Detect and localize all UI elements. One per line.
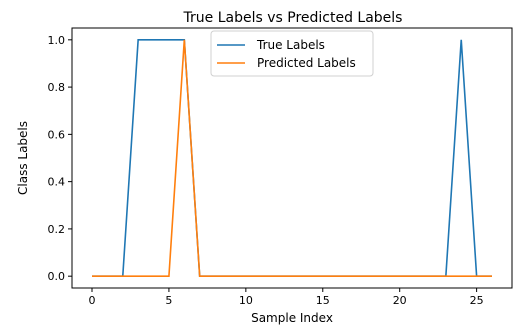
x-tick-label: 25 [470, 294, 484, 307]
y-tick-label: 0.2 [48, 223, 66, 236]
legend-label-predicted-labels: Predicted Labels [257, 56, 356, 70]
legend: True Labels Predicted Labels [210, 30, 374, 77]
series-lines [92, 39, 492, 277]
y-tick-label: 1.0 [48, 34, 66, 47]
x-tick-label: 10 [239, 294, 253, 307]
chart-title: True Labels vs Predicted Labels [183, 10, 403, 26]
y-tick-label: 0.0 [48, 270, 66, 283]
axis-ticks: 0 5 10 15 20 25 0.0 0.2 0.4 0.6 0.8 1.0 [48, 34, 484, 307]
x-tick-label: 0 [89, 294, 96, 307]
y-tick-label: 0.8 [48, 81, 66, 94]
x-tick-label: 20 [393, 294, 407, 307]
y-tick-label: 0.6 [48, 128, 66, 141]
x-tick-label: 5 [165, 294, 172, 307]
plot-frame [71, 27, 513, 289]
y-tick-label: 0.4 [48, 176, 66, 189]
y-axis-label: Class Labels [16, 121, 30, 195]
x-axis-label: Sample Index [251, 311, 333, 325]
x-tick-label: 15 [316, 294, 330, 307]
series-line-predicted-labels [92, 39, 492, 277]
legend-label-true-labels: True Labels [256, 38, 325, 52]
legend-box [210, 30, 374, 77]
